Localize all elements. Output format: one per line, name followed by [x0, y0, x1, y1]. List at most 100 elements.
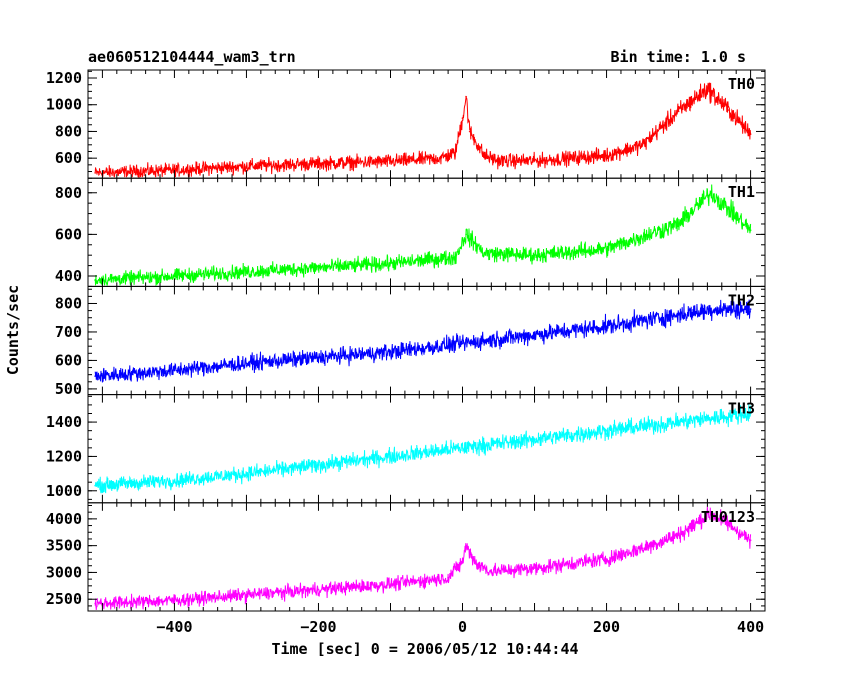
data-point	[94, 484, 97, 487]
series-label-th3: TH3	[728, 400, 755, 418]
x-axis: −400 −200 0 200 400	[156, 618, 764, 636]
y-tick-label: 600	[55, 225, 82, 243]
data-point	[749, 133, 752, 136]
series-line-th2	[94, 299, 752, 383]
data-point	[710, 191, 712, 194]
x-axis-label: Time [sec] 0 = 2006/05/12 10:44:44	[271, 640, 578, 658]
data-point	[461, 446, 464, 449]
data-point	[728, 208, 730, 211]
data-point	[454, 256, 457, 259]
y-tick-label: 600	[55, 351, 82, 369]
data-point	[728, 523, 730, 526]
panel-th0123: 2500 3000 3500 4000 TH0123	[46, 502, 766, 612]
data-point	[749, 229, 752, 232]
y-tick-label: 1200	[46, 69, 82, 87]
series-line-th1	[94, 184, 752, 287]
y-tick-label: 1000	[46, 96, 82, 114]
series-label-th0: TH0	[728, 75, 755, 93]
series-label-th0123: TH0123	[701, 508, 755, 526]
data-point	[454, 151, 457, 154]
bin-time-label: Bin time: 1.0 s	[611, 48, 746, 66]
y-tick-label: 1400	[46, 413, 82, 431]
data-point	[447, 576, 450, 579]
data-point	[389, 455, 392, 458]
panel-frame	[87, 285, 766, 396]
series-line-th0	[94, 82, 752, 178]
data-point	[173, 275, 176, 277]
y-tick-label: 400	[55, 267, 82, 285]
data-point	[461, 560, 464, 563]
data-point	[533, 438, 536, 441]
data-point	[245, 362, 248, 365]
y-tick-label: 3000	[46, 563, 82, 581]
y-tick-label: 800	[55, 122, 82, 140]
data-point	[389, 262, 392, 265]
x-tick-label: 200	[593, 618, 620, 636]
data-point	[605, 154, 608, 157]
data-point	[389, 350, 392, 353]
y-tick-label: 800	[55, 184, 82, 202]
data-point	[245, 594, 248, 596]
data-point	[173, 369, 176, 372]
panel-th0: 600 800 1000 1200 TH0	[46, 69, 766, 179]
y-tick-label: 800	[55, 294, 82, 312]
data-point	[677, 534, 680, 536]
data-point	[465, 95, 468, 98]
data-point	[317, 356, 320, 359]
data-point	[476, 563, 478, 566]
series-line-th0123	[94, 506, 752, 610]
data-point	[677, 110, 680, 113]
x-tick-label: −200	[300, 618, 336, 636]
y-tick-label: 500	[55, 380, 82, 398]
data-point	[641, 547, 644, 550]
data-point	[533, 254, 536, 257]
data-point	[605, 558, 608, 560]
panel-th2: 500 600 700 800 TH2	[55, 285, 766, 398]
data-point	[468, 130, 471, 133]
data-point	[677, 421, 680, 423]
data-point	[605, 248, 608, 250]
data-point	[749, 539, 752, 542]
data-point	[677, 313, 680, 316]
y-tick-label: 3500	[46, 537, 82, 555]
data-point	[94, 279, 97, 282]
data-point	[94, 602, 97, 605]
data-point	[713, 308, 716, 311]
data-point	[173, 599, 176, 602]
data-point	[317, 162, 320, 165]
series-label-th1: TH1	[728, 183, 755, 201]
chart-title: ae060512104444_wam3_trn	[88, 48, 296, 66]
data-point	[94, 375, 97, 377]
data-point	[641, 143, 644, 146]
y-tick-label: 1000	[46, 482, 82, 500]
data-point	[389, 160, 392, 163]
data-point	[94, 171, 97, 174]
y-tick-label: 4000	[46, 510, 82, 528]
y-axis-label: Counts/sec	[4, 285, 22, 375]
data-point	[605, 325, 608, 328]
panel-frame	[87, 394, 766, 504]
data-point	[749, 308, 752, 311]
data-point	[245, 165, 248, 168]
data-point	[728, 109, 730, 111]
data-point	[710, 512, 712, 515]
x-tick-label: 0	[458, 618, 467, 636]
data-point	[317, 464, 320, 466]
data-point	[706, 87, 709, 90]
y-tick-label: 600	[55, 149, 82, 167]
data-point	[317, 266, 320, 269]
series-line-th3	[94, 404, 752, 494]
data-point	[497, 159, 500, 162]
panel-frame	[87, 502, 766, 612]
data-point	[461, 342, 464, 345]
data-point	[605, 429, 608, 432]
panel-th1: 400 600 800 TH1	[55, 177, 766, 287]
y-tick-label: 1200	[46, 447, 82, 465]
data-point	[465, 544, 468, 547]
data-point	[245, 472, 248, 475]
y-tick-label: 700	[55, 323, 82, 341]
data-point	[389, 583, 392, 586]
data-point	[461, 117, 464, 119]
data-point	[317, 588, 320, 591]
